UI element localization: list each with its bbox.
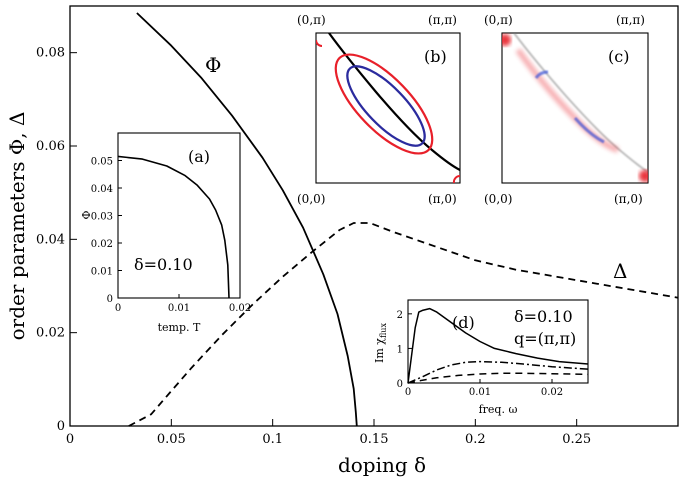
inset-d-tag: (d) — [452, 313, 475, 332]
x-tick-label: 0.15 — [360, 432, 389, 447]
heatmap-negative-band — [534, 70, 605, 144]
inset-d-x-label: freq. ω — [479, 403, 518, 416]
x-tick-label: 0.25 — [562, 432, 591, 447]
x-tick-label: 0.1 — [262, 432, 283, 447]
inset-c-corner-top-right: (π,π) — [616, 13, 645, 27]
inset-b-corner-top-right: (π,π) — [428, 13, 457, 27]
inset-d-curve-solid — [407, 307, 589, 384]
inset-b-corner-bottom-right: (π,0) — [428, 192, 457, 206]
series-label-phi: Φ — [205, 53, 221, 77]
x-tick-label: 0.02 — [229, 303, 251, 314]
heatmap-positive-spot-top-left — [502, 34, 511, 46]
inset-d-curve-dashdot — [407, 360, 589, 384]
y-tick-label: 0.06 — [36, 139, 65, 154]
inset-d-y-label-sub: flux — [379, 323, 388, 338]
heatmap-neutral-band — [513, 33, 648, 173]
inset-b-corner-top-left: (0,π) — [297, 13, 326, 27]
y-tick-label: 0.04 — [36, 232, 65, 247]
x-tick-label: 0.02 — [541, 387, 563, 398]
x-tick-label: 0.01 — [168, 303, 190, 314]
inset-d: 0 0.01 0.02 0 1 2 (d) δ=0.10 q=(π,π) freq. ω… — [373, 299, 589, 416]
x-tick-label: 0.01 — [469, 387, 491, 398]
main-series-phi — [136, 12, 358, 427]
y-tick-label: 2 — [397, 310, 403, 321]
y-tick-label: 0 — [107, 294, 113, 305]
inset-a-y-ticks: 0 0.01 0.02 0.03 0.04 0.05 — [91, 157, 122, 305]
y-tick-label: 0.03 — [91, 212, 113, 223]
corner-pocket-bottom-right — [452, 175, 460, 183]
inset-a-curve — [117, 155, 230, 299]
inset-d-series — [407, 307, 589, 384]
corner-pocket-top-left — [316, 39, 323, 47]
main-y-ticks: 0 0.02 0.04 0.06 0.08 — [36, 46, 77, 434]
y-axis-label: order parameters Φ, Δ — [5, 112, 29, 341]
y-tick-label: 0 — [57, 419, 65, 434]
inset-d-curve-dashed — [407, 372, 589, 384]
inset-b-tag: (b) — [424, 47, 447, 66]
main-series — [128, 12, 679, 427]
y-tick-label: 0 — [397, 379, 403, 390]
inset-c-tag: (c) — [608, 47, 629, 66]
x-tick-label: 0.05 — [157, 432, 186, 447]
inset-d-annotation-1: δ=0.10 — [514, 307, 573, 326]
x-axis-label: doping δ — [338, 453, 426, 477]
y-tick-label: 1 — [397, 344, 403, 355]
main-x-ticks: 0 0.05 0.1 0.15 0.2 0.25 — [66, 419, 591, 447]
outer-contour — [334, 53, 434, 155]
inset-c-corner-bottom-right: (π,0) — [614, 192, 643, 206]
inset-a-y-label: Φ — [80, 210, 93, 219]
main-plot: 0 0.05 0.1 0.15 0.2 0.25 0 0.02 0.04 0.06 0.08 do… — [5, 5, 679, 477]
inset-b-corner-bottom-left: (0,0) — [297, 192, 325, 206]
x-tick-label: 0 — [115, 303, 121, 314]
y-tick-label: 0.05 — [91, 157, 113, 168]
y-tick-label: 0.01 — [91, 267, 113, 278]
inset-a-x-ticks: 0 0.01 0.02 — [115, 294, 251, 314]
y-tick-label: 0.08 — [36, 46, 65, 61]
inset-c-corner-top-left: (0,π) — [484, 13, 513, 27]
inset-d-y-label: Im χflux — [373, 323, 388, 363]
heatmap-positive-spot-bottom-right — [639, 170, 648, 182]
inset-a-series — [117, 155, 230, 299]
inset-c: (c) (0,π) (π,π) (0,0) (π,0) — [484, 13, 649, 206]
inset-a: 0 0.01 0.02 0 0.01 0.02 0.03 0.04 0.05 (a) δ=0.… — [80, 132, 251, 334]
inset-d-annotation-2: q=(π,π) — [514, 329, 576, 348]
x-tick-label: 0 — [66, 432, 74, 447]
main-series-delta — [128, 222, 679, 427]
y-tick-label: 0.02 — [36, 326, 65, 341]
inset-a-frame — [117, 132, 241, 299]
inset-a-annotation: δ=0.10 — [134, 255, 193, 274]
fermi-surface-line — [328, 33, 460, 171]
inset-a-x-label: temp. T — [158, 321, 201, 334]
x-tick-label: 0 — [405, 387, 411, 398]
inset-c-corner-bottom-left: (0,0) — [484, 192, 512, 206]
inset-b: (b) (0,π) (π,π) (0,0) (π,0) — [297, 13, 461, 206]
series-label-delta: Δ — [613, 259, 627, 283]
inset-a-tag: (a) — [188, 147, 210, 166]
y-tick-label: 0.04 — [91, 184, 113, 195]
x-tick-label: 0.2 — [465, 432, 486, 447]
inner-contour — [346, 65, 426, 147]
y-tick-label: 0.02 — [91, 239, 113, 250]
